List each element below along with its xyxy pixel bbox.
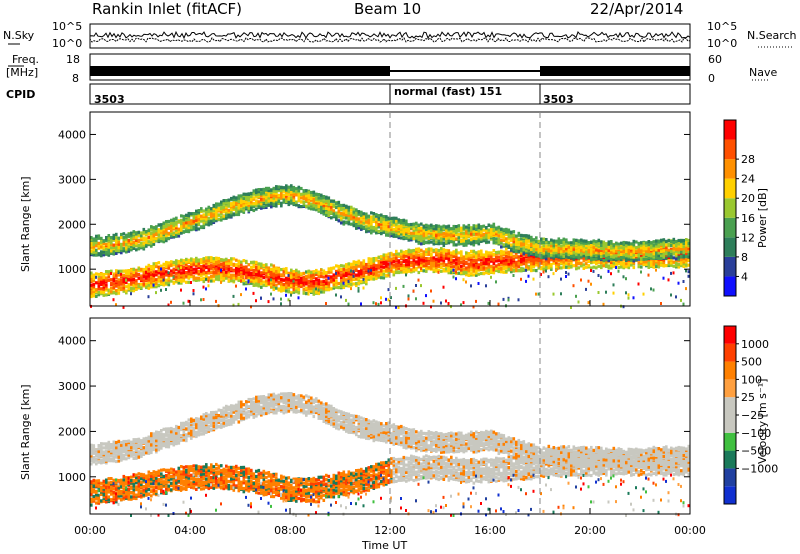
colorbar-tick-label: 25	[741, 391, 755, 404]
colorbar-cell	[724, 120, 736, 140]
colorbar-tick-label: 8	[741, 251, 748, 264]
colorbar-tick-label: 1000	[741, 338, 769, 351]
ytick-label: 1000	[58, 263, 86, 276]
xtick-label: 04:00	[174, 524, 206, 537]
xtick-label: 08:00	[274, 524, 306, 537]
ytick-label: 2000	[58, 218, 86, 231]
colorbar-cell	[724, 139, 736, 160]
nave-tick-bottom: 0	[708, 72, 715, 85]
cpid-segment-3: 3503	[543, 93, 574, 106]
nsearch-tick-bottom: 10^0	[707, 37, 738, 50]
colorbar-frame	[723, 119, 737, 297]
freq-tick-top: 18	[66, 53, 80, 66]
colorbar-cell	[724, 326, 736, 344]
colorbar-cell	[724, 276, 736, 296]
freq-label: Freq.	[12, 53, 40, 66]
nsky-tick-top: 10^5	[52, 20, 83, 33]
nsearch-label: N.Search	[747, 29, 797, 42]
colorbar-cell	[724, 217, 736, 238]
colorbar-cell	[724, 450, 736, 469]
nsky-tick-bottom: 10^0	[52, 37, 83, 50]
cpid-segment-1: 3503	[94, 93, 125, 106]
colorbar-tick-label: −100	[741, 427, 771, 440]
colorbar-cell	[724, 486, 736, 504]
ytick-label: 3000	[58, 380, 86, 393]
colorbar-cell	[724, 468, 736, 487]
colorbar-cell	[724, 361, 736, 380]
ytick-label: 1000	[58, 471, 86, 484]
nsky-trace	[89, 30, 691, 40]
beam-title: Beam 10	[354, 0, 422, 18]
freq-tick-bottom: 8	[72, 72, 79, 85]
colorbar-cell	[724, 343, 736, 362]
ytick-label: 4000	[58, 335, 86, 348]
power-heatmap	[90, 184, 691, 309]
freq-segment	[540, 66, 690, 76]
colorbar-cell	[724, 178, 736, 199]
xtick-label: 16:00	[474, 524, 506, 537]
colorbar-tick-label: 20	[741, 192, 755, 205]
ytick-label: 2000	[58, 425, 86, 438]
ytick-label: 4000	[58, 128, 86, 141]
nsearch-tick-top: 10^5	[707, 20, 738, 33]
velocity-heatmap	[90, 392, 691, 517]
cpid-segment-2: normal (fast) 151	[394, 85, 503, 98]
date-title: 22/Apr/2014	[590, 0, 684, 18]
colorbar-tick-label: 100	[741, 373, 762, 386]
freq-segment	[90, 66, 390, 76]
xtick-label: 00:00	[74, 524, 106, 537]
freq-unit: [MHz]	[6, 66, 39, 79]
colorbar-tick-label: 500	[741, 356, 762, 369]
colorbar-cell	[724, 432, 736, 451]
colorbar-tick-label: −500	[741, 445, 771, 458]
colorbar-cell	[724, 379, 736, 398]
colorbar-cell	[724, 397, 736, 415]
nsearch-trace	[89, 37, 691, 43]
nsky-label: N.Sky	[3, 29, 35, 42]
freq-segment	[390, 70, 540, 72]
xtick-label: 00:00	[674, 524, 706, 537]
colorbar-tick-label: 12	[741, 231, 755, 244]
xtick-label: 12:00	[374, 524, 406, 537]
colorbar-cell	[724, 198, 736, 218]
colorbar-cell	[724, 415, 736, 433]
colorbar-tick-label: 24	[741, 173, 755, 186]
colorbar-cell	[724, 159, 736, 179]
nave-tick-top: 60	[708, 53, 722, 66]
nave-label: Nave	[749, 66, 778, 79]
station-title: Rankin Inlet (fitACF)	[92, 0, 243, 18]
time-axis-label: Time UT	[362, 539, 408, 552]
colorbar-tick-label: 4	[741, 270, 748, 283]
ytick-label: 3000	[58, 173, 86, 186]
colorbar-tick-label: −25	[741, 409, 764, 422]
cpid-label: CPID	[6, 88, 36, 101]
xtick-label: 20:00	[574, 524, 606, 537]
colorbar-tick-label: 16	[741, 212, 755, 225]
colorbar-cell	[724, 256, 736, 277]
colorbar-cell	[724, 237, 736, 257]
colorbar-tick-label: −1000	[741, 462, 778, 475]
colorbar-tick-label: 28	[741, 153, 755, 166]
